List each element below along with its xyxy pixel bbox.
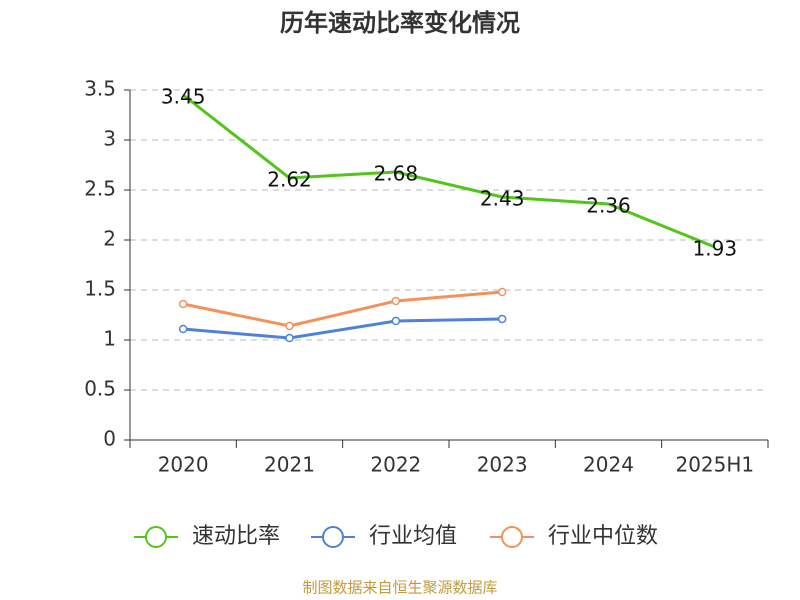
legend-label: 行业中位数 <box>548 524 658 549</box>
x-tick-label: 2025H1 <box>675 453 754 477</box>
series-line <box>182 93 716 249</box>
series-point <box>391 316 401 326</box>
chart-title: 历年速动比率变化情况 <box>280 9 520 37</box>
y-tick-label: 3.5 <box>84 77 116 101</box>
y-tick-label: 1 <box>103 327 116 351</box>
y-tick-label: 0 <box>103 427 116 451</box>
legend-marker <box>501 526 523 548</box>
series-point <box>497 314 507 324</box>
series-point <box>178 324 188 334</box>
series-point <box>285 333 294 343</box>
x-tick-label: 2023 <box>477 453 528 477</box>
series-point <box>285 321 294 331</box>
source-note: 制图数据来自恒生聚源数据库 <box>302 579 497 597</box>
data-label: 1.93 <box>693 237 738 261</box>
data-label: 2.62 <box>267 168 312 192</box>
data-label: 2.43 <box>480 187 525 211</box>
series-point <box>391 296 401 306</box>
x-tick-label: 2020 <box>158 453 209 477</box>
legend-marker <box>145 526 167 548</box>
y-tick-label: 1.5 <box>84 277 116 301</box>
data-label: 2.36 <box>586 194 631 218</box>
series-line <box>182 290 503 328</box>
x-tick-label: 2022 <box>370 453 421 477</box>
x-tick-label: 2021 <box>264 453 315 477</box>
data-label: 3.45 <box>161 85 206 109</box>
legend-marker <box>322 526 344 548</box>
y-tick-label: 2 <box>103 227 116 251</box>
y-tick-label: 0.5 <box>84 377 116 401</box>
series-point <box>178 299 188 309</box>
y-tick-label: 2.5 <box>84 177 116 201</box>
legend-label: 速动比率 <box>192 524 280 549</box>
x-tick-label: 2024 <box>583 453 634 477</box>
y-tick-label: 3 <box>103 127 116 151</box>
series-point <box>497 287 507 297</box>
data-label: 2.68 <box>374 162 419 186</box>
legend-label: 行业均值 <box>369 524 457 549</box>
series-line <box>183 317 503 340</box>
